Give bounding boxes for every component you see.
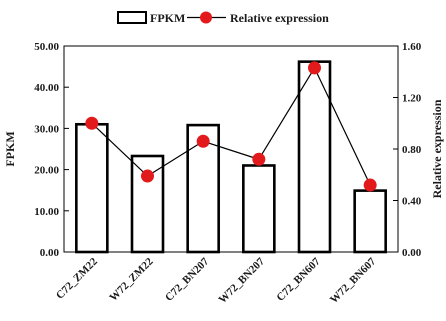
relative-expression-polyline (91, 66, 371, 186)
right-tick-label: 0.40 (402, 196, 422, 208)
right-tick-label: 1.60 (402, 41, 422, 53)
point-w72_bn207 (252, 152, 266, 166)
x-tick-label: W72_BN207 (217, 255, 268, 306)
x-tick-label: W72_BN607 (328, 255, 379, 306)
left-tick-label: 30.00 (34, 123, 59, 135)
x-tick-label: W72_ZM22 (107, 255, 156, 304)
legend: FPKM Relative expression (117, 11, 329, 25)
bar-w72_bn607 (353, 189, 387, 254)
x-tick-label: C72_BN607 (274, 255, 323, 304)
relative-expression-line (85, 61, 377, 192)
x-tick-label: C72_BN207 (163, 255, 212, 304)
point-w72_zm22 (141, 169, 154, 183)
legend-label-fpkm: FPKM (150, 11, 185, 25)
point-c72_bn207 (196, 134, 210, 148)
right-tick-label: 0.00 (402, 247, 422, 259)
point-w72_bn607 (363, 178, 377, 192)
legend-marker-relative (200, 11, 212, 24)
left-tick-label: 0.00 (40, 247, 60, 259)
left-tick-label: 40.00 (34, 82, 59, 94)
bar-w72_bn207 (242, 164, 276, 254)
bar-c72_bn607 (297, 60, 332, 254)
left-tick-label: 20.00 (34, 165, 59, 177)
point-c72_zm22 (85, 116, 99, 130)
bar-c72_zm22 (75, 122, 109, 254)
right-axis-title: Relative expression (430, 99, 444, 198)
x-axis-labels: C72_ZM22 W72_ZM22 C72_BN207 W72_BN207 C72_BN… (54, 255, 379, 306)
right-tick-label: 1.20 (402, 93, 422, 105)
point-c72_bn607 (308, 61, 321, 75)
legend-swatch-fpkm (117, 11, 147, 24)
left-axis-title: FPKM (3, 131, 17, 166)
left-tick-label: 10.00 (34, 206, 59, 218)
legend-label-relative: Relative expression (230, 11, 329, 25)
x-tick-label: C72_ZM22 (54, 255, 100, 301)
left-axis-ticks: 0.00 10.00 20.00 30.00 40.00 50.00 (34, 41, 69, 259)
right-tick-label: 0.80 (402, 144, 422, 156)
bars (75, 60, 387, 254)
plot-frame (63, 45, 399, 253)
right-axis-ticks: 0.00 0.40 0.80 1.20 1.60 (393, 41, 422, 259)
left-tick-label: 50.00 (34, 41, 59, 53)
